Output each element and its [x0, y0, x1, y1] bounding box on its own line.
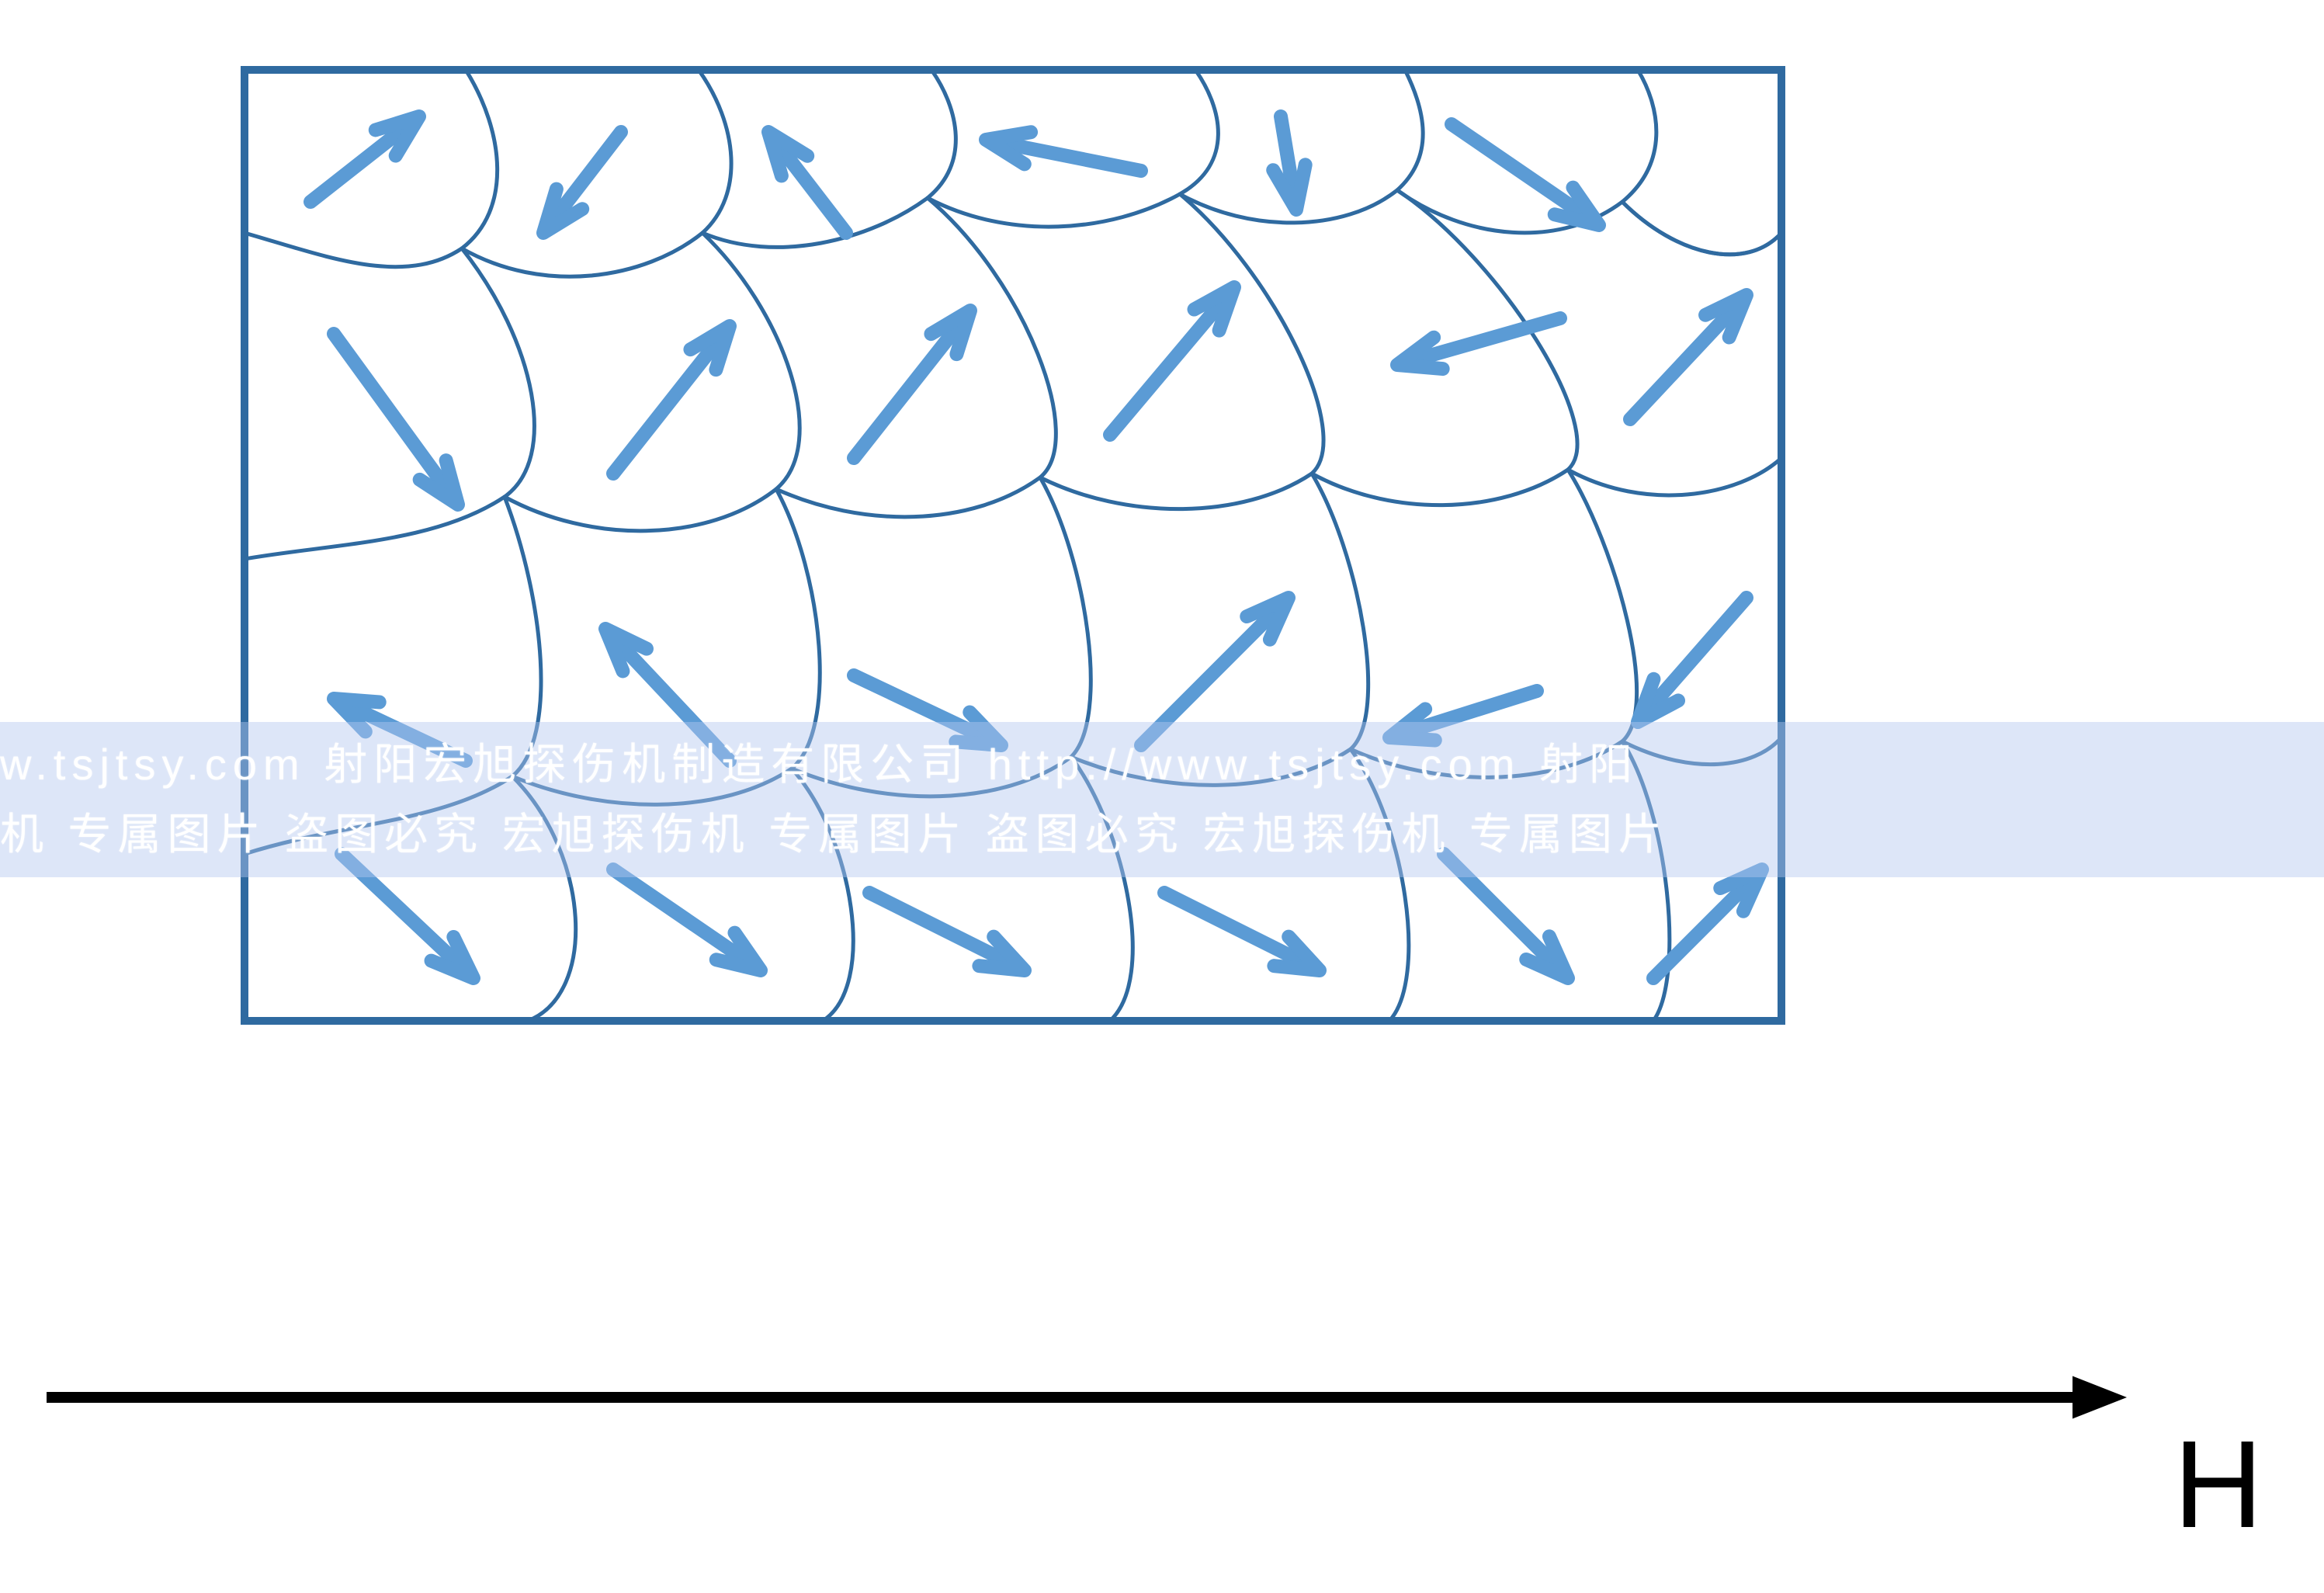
- h-axis-arrowhead: [2073, 1376, 2127, 1419]
- watermark-band: w.tsjtsy.com 射阳宏旭探伤机制造有限公司 http://www.ts…: [0, 722, 2324, 877]
- h-axis-label: H: [2173, 1413, 2263, 1556]
- watermark-line-1: w.tsjtsy.com 射阳宏旭探伤机制造有限公司 http://www.ts…: [0, 730, 2324, 800]
- watermark-line-2: 机 专属图片 盗图必究 宏旭探伤机 专属图片 盗图必究 宏旭探伤机 专属图片: [0, 800, 2324, 869]
